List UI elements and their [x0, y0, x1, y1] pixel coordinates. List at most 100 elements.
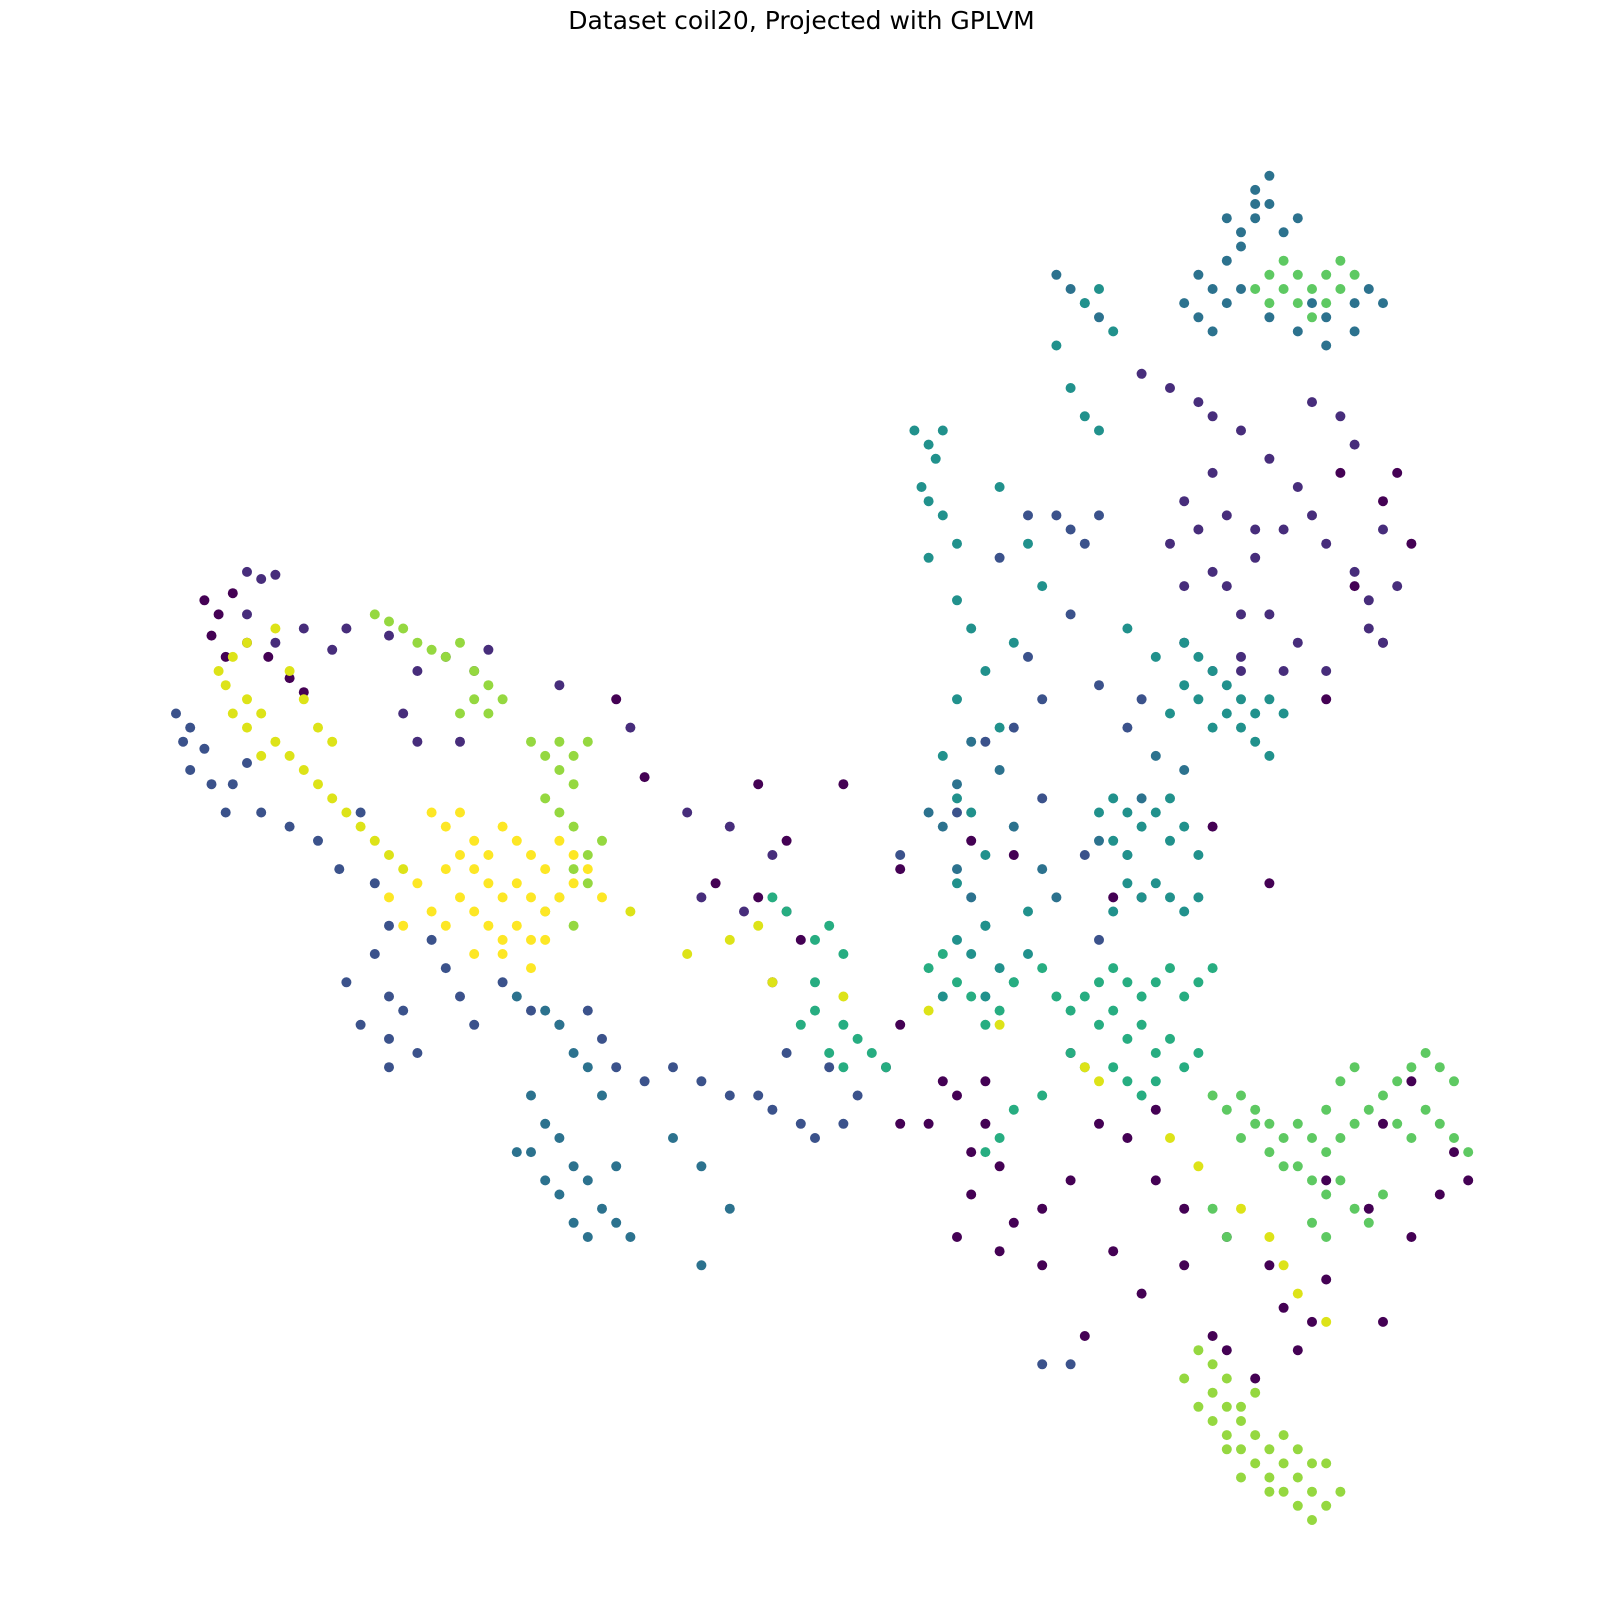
data-point: [1094, 934, 1104, 945]
data-point: [369, 835, 380, 846]
data-point: [540, 906, 551, 917]
data-point: [909, 425, 920, 436]
data-point: [1278, 666, 1289, 676]
data-point: [668, 1133, 678, 1143]
data-point: [994, 482, 1005, 492]
data-point: [1193, 892, 1204, 903]
data-point: [526, 1090, 536, 1101]
data-point: [355, 1019, 366, 1030]
data-point: [1307, 1458, 1317, 1469]
series-class-9: [384, 807, 607, 974]
data-point: [1079, 298, 1090, 309]
data-point: [582, 878, 593, 889]
data-point: [1292, 1472, 1303, 1483]
data-point: [469, 1019, 480, 1030]
data-point: [1321, 298, 1332, 309]
data-point: [1236, 1444, 1246, 1455]
data-point: [1179, 298, 1190, 309]
data-point: [1236, 284, 1246, 294]
data-point: [540, 934, 551, 945]
data-point: [994, 552, 1005, 563]
data-point: [1307, 1175, 1317, 1186]
data-point: [1037, 793, 1048, 804]
data-point: [1122, 1133, 1133, 1143]
data-point: [327, 736, 338, 747]
data-point: [1207, 1387, 1218, 1398]
data-point: [1136, 991, 1147, 1002]
data-point: [1292, 213, 1303, 224]
data-point: [881, 1062, 891, 1073]
data-point: [1122, 623, 1133, 634]
data-point: [1278, 1430, 1289, 1441]
data-point: [568, 850, 579, 860]
data-point: [852, 1033, 863, 1044]
data-point: [1349, 326, 1360, 337]
data-point: [1207, 284, 1218, 294]
data-point: [611, 1217, 622, 1228]
data-point: [497, 821, 508, 832]
data-point: [597, 1090, 607, 1101]
data-point: [582, 1062, 593, 1073]
data-point: [554, 892, 565, 903]
data-point: [1406, 1133, 1417, 1143]
data-point: [838, 1062, 849, 1073]
data-point: [1079, 850, 1090, 860]
data-point: [1136, 694, 1147, 705]
data-point: [511, 878, 522, 889]
data-point: [1278, 708, 1289, 719]
data-point: [1051, 340, 1062, 351]
data-point: [554, 680, 565, 691]
data-point: [952, 779, 962, 790]
data-point: [469, 949, 480, 959]
data-point: [1363, 1217, 1374, 1228]
data-point: [497, 977, 508, 988]
data-point: [1278, 1161, 1289, 1172]
data-point: [937, 821, 948, 832]
data-point: [1392, 1118, 1403, 1129]
data-point: [341, 623, 352, 634]
data-point: [242, 609, 252, 620]
data-point: [1264, 1444, 1275, 1455]
data-point: [1264, 609, 1275, 620]
data-point: [994, 1246, 1005, 1257]
data-point: [838, 991, 849, 1002]
data-point: [483, 708, 494, 719]
data-point: [455, 708, 465, 719]
data-point: [256, 750, 267, 761]
data-point: [1165, 835, 1175, 846]
data-point: [227, 779, 238, 790]
data-point: [767, 1104, 778, 1115]
data-point: [1207, 722, 1218, 733]
data-point: [1179, 1373, 1190, 1384]
data-point: [1264, 1486, 1275, 1497]
data-point: [1108, 326, 1119, 337]
data-point: [923, 439, 934, 450]
data-point: [526, 1147, 536, 1158]
data-point: [1136, 368, 1147, 379]
data-point: [1207, 1090, 1218, 1101]
data-point: [1094, 977, 1104, 988]
data-point: [568, 1217, 579, 1228]
data-point: [1335, 1175, 1346, 1186]
data-point: [1193, 1345, 1204, 1356]
data-point: [526, 963, 536, 974]
data-point: [398, 864, 409, 875]
data-point: [966, 835, 977, 846]
data-point: [1221, 1104, 1232, 1115]
data-point: [242, 694, 252, 705]
data-point: [923, 1005, 934, 1016]
data-point: [1236, 425, 1246, 436]
data-point: [966, 736, 977, 747]
data-point: [696, 1260, 707, 1271]
data-point: [1065, 524, 1076, 535]
data-point: [923, 552, 934, 563]
data-point: [540, 793, 551, 804]
data-point: [1349, 298, 1360, 309]
data-point: [1349, 566, 1360, 577]
data-point: [952, 934, 962, 945]
data-point: [1307, 1217, 1317, 1228]
data-point: [540, 1118, 551, 1129]
data-point: [1108, 906, 1119, 917]
data-point: [384, 892, 394, 903]
data-point: [526, 892, 536, 903]
